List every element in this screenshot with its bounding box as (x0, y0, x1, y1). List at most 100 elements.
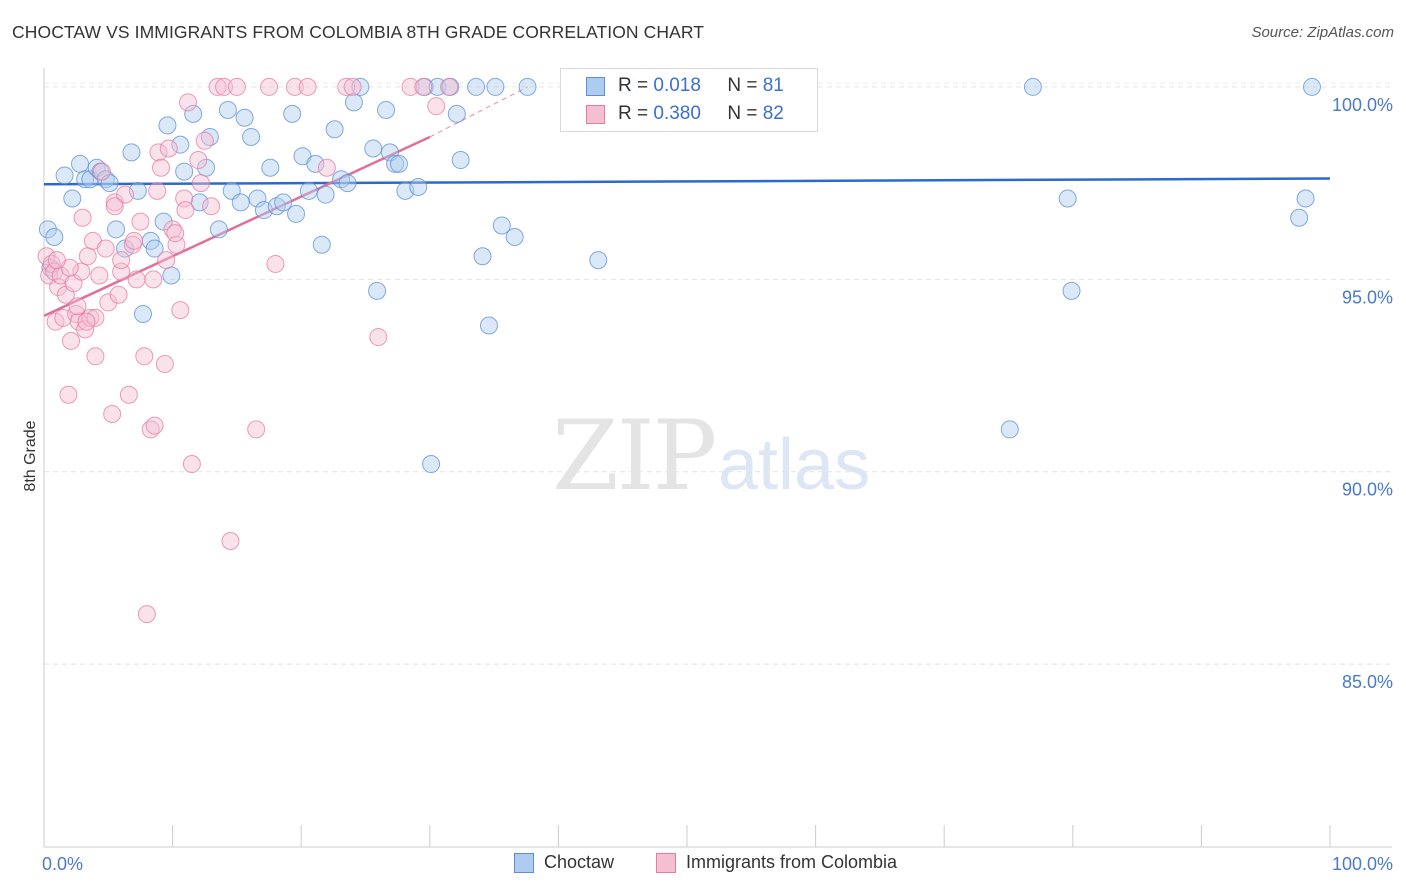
choctaw-point (175, 162, 194, 181)
colombia-point (317, 158, 336, 177)
choctaw-point (45, 228, 64, 247)
colombia-trend-extension (429, 86, 528, 138)
colombia-point (73, 208, 92, 227)
choctaw-point (122, 143, 141, 162)
colombia-point (99, 293, 118, 312)
y-tick-label: 90.0% (1342, 480, 1393, 500)
choctaw-point (389, 154, 408, 173)
choctaw-point (338, 174, 357, 193)
series-choctaw-points (38, 77, 1321, 474)
y-axis-title: 8th Grade (22, 420, 39, 491)
legend-n-label: N = (727, 75, 758, 96)
colombia-point (47, 251, 66, 270)
choctaw-point (368, 281, 387, 300)
colombia-point (167, 235, 186, 254)
choctaw-point (589, 251, 608, 270)
choctaw-point (422, 455, 441, 474)
choctaw-point (283, 104, 302, 123)
colombia-point (175, 189, 194, 208)
choctaw-point (248, 189, 267, 208)
colombia-point (191, 174, 210, 193)
legend-swatch-choctaw (514, 852, 534, 873)
colombia-point (119, 385, 138, 404)
choctaw-point (274, 193, 293, 212)
colombia-point (157, 251, 176, 270)
choctaw-point (386, 154, 405, 173)
axes (43, 68, 1392, 848)
colombia-point (260, 77, 279, 96)
colombia-point (195, 131, 214, 150)
choctaw-point (145, 239, 164, 258)
trend-lines (43, 86, 1331, 318)
choctaw-point (1062, 281, 1081, 300)
choctaw-point (55, 166, 74, 185)
y-tick-label: 85.0% (1342, 672, 1393, 692)
choctaw-point (486, 77, 505, 96)
chart-title: CHOCTAW VS IMMIGRANTS FROM COLOMBIA 8TH … (12, 22, 705, 42)
colombia-point (49, 278, 68, 297)
colombia-point (145, 416, 164, 435)
source-label: Source: ZipAtlas.com (1251, 24, 1394, 41)
legend-item-choctaw[interactable]: Choctaw (514, 852, 614, 873)
choctaw-point (473, 247, 492, 266)
colombia-point (86, 308, 105, 327)
legend-swatch-blue (586, 76, 605, 96)
colombia-point (343, 77, 362, 96)
colombia-point (105, 197, 124, 216)
colombia-point (59, 385, 78, 404)
choctaw-point (518, 77, 537, 96)
stats-legend: R = 0.018 N = 81 R = 0.380 N = 82 (560, 68, 818, 132)
colombia-point (208, 77, 227, 96)
series-legend: Choctaw Immigrants from Colombia (0, 852, 1406, 878)
choctaw-point (190, 193, 209, 212)
colombia-point (135, 347, 154, 366)
legend-n-value: 81 (762, 75, 784, 96)
legend-label-colombia: Immigrants from Colombia (686, 852, 898, 872)
choctaw-point (505, 228, 524, 247)
legend-r-value: 0.380 (653, 103, 701, 124)
colombia-point (76, 320, 95, 339)
watermark-zip: ZIP (552, 400, 717, 512)
choctaw-point (134, 304, 153, 323)
choctaw-point (235, 108, 254, 127)
choctaw-point (467, 77, 486, 96)
choctaw-point (76, 170, 95, 189)
colombia-point (137, 605, 156, 624)
choctaw-point (299, 181, 318, 200)
choctaw-point (38, 220, 57, 239)
colombia-point (189, 151, 208, 170)
colombia-point (144, 270, 163, 289)
colombia-point (285, 77, 304, 96)
choctaw-point (231, 193, 250, 212)
colombia-point (179, 93, 198, 112)
choctaw-point (209, 220, 228, 239)
choctaw-point (344, 93, 363, 112)
colombia-point (440, 77, 459, 96)
choctaw-point (158, 116, 177, 135)
colombia-point (77, 312, 96, 331)
colombia-point (62, 331, 81, 350)
choctaw-point (1302, 77, 1321, 96)
colombia-point (86, 347, 105, 366)
colombia-trend-line (43, 135, 431, 318)
legend-swatch-colombia (656, 852, 676, 873)
choctaw-point (184, 104, 203, 123)
tick-labels: 100.0% 95.0% 90.0% 85.0% 0.0% 100.0% (42, 95, 1393, 874)
choctaw-point (162, 266, 181, 285)
colombia-point (116, 185, 135, 204)
choctaw-point (1296, 189, 1315, 208)
choctaw-point (306, 154, 325, 173)
colombia-point (427, 97, 446, 116)
legend-r-value: 0.018 (653, 75, 701, 96)
colombia-point (227, 77, 246, 96)
colombia-point (149, 143, 168, 162)
colombia-point (166, 224, 185, 243)
colombia-point (125, 231, 144, 250)
y-tick-label: 95.0% (1342, 287, 1393, 307)
legend-item-colombia[interactable]: Immigrants from Colombia (656, 852, 897, 873)
choctaw-point (447, 104, 466, 123)
colombia-point (159, 139, 178, 158)
choctaw-point (218, 101, 237, 120)
choctaw-point (451, 151, 470, 170)
